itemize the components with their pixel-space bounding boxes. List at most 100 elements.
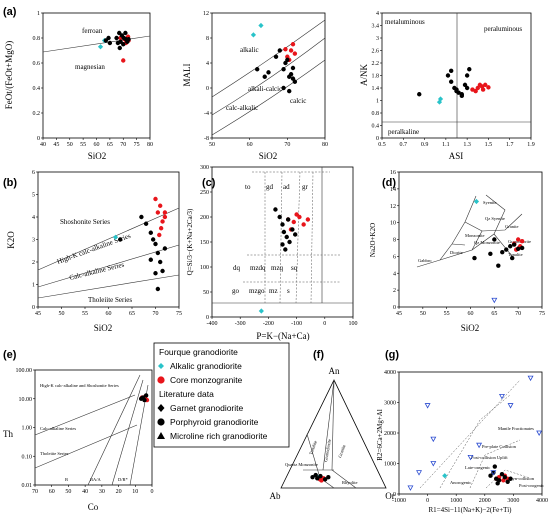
field-label-tonalite: Tonalite — [508, 252, 523, 257]
field-label-e-calc-alkaline: Calc-alkaline Series — [40, 426, 76, 431]
g-data-point — [508, 476, 513, 481]
y-tick-label: 14 — [390, 187, 396, 193]
a3-data-point — [475, 85, 480, 91]
a3-points — [417, 67, 491, 105]
c-data-point — [283, 247, 288, 252]
legend-item-porphyroid: Porphyroid granodiorite — [170, 417, 259, 427]
g-x-axis-label: R1=4Si−11(Na+K)−2(Fe+Ti) — [428, 506, 512, 514]
field-label-calcic: calcic — [290, 97, 306, 105]
b-data-point — [162, 246, 168, 251]
d-data-point — [473, 198, 480, 205]
d-data-point — [519, 245, 525, 251]
a1-y-axis-label: FeOt/(FeOt+MgO) — [4, 41, 14, 110]
y-tick-label: 3 — [376, 36, 379, 42]
field-label-ba-a: BA/A — [90, 477, 102, 482]
field-label-anorogenic: Anorogenic — [450, 480, 471, 485]
chart-c-debon: to gd ad gr dq mzdq mzq sq go mzgo mz s … — [186, 166, 354, 341]
y-tick-label: 4000 — [384, 370, 396, 376]
d-data-point — [491, 297, 498, 304]
field-label-ad: ad — [283, 183, 290, 191]
x-tick-label: 65 — [491, 311, 497, 317]
field-label-shoshonite: Shoshonite Series — [60, 218, 110, 226]
field-label-to: to — [245, 183, 251, 191]
y-tick-label: 1000 — [384, 462, 396, 468]
d-data-point — [515, 237, 521, 242]
y-tick-label: 8 — [206, 36, 209, 42]
x-tick-label: 1.9 — [527, 142, 535, 148]
a2-data-point — [255, 67, 260, 72]
y-tick-label: 0.2 — [33, 111, 41, 117]
g-y-axis-label: R2=6Ca+2Mg+Al — [376, 409, 384, 461]
d-data-point — [496, 263, 501, 268]
legend-marker-alkalic — [158, 363, 164, 369]
field-label-post-orogenic: Post-orogenic — [519, 483, 544, 488]
field-label-f-tonalite: Tonalite — [308, 440, 318, 456]
y-tick-label: 0 — [206, 315, 209, 321]
y-tick-label: 3 — [32, 238, 35, 244]
y-tick-label: 0 — [393, 305, 396, 311]
b-data-point — [160, 219, 165, 224]
a3-y-axis-label: A/NK — [359, 64, 369, 86]
a2-x-axis-label: SiO2 — [259, 151, 278, 161]
b-data-point — [153, 271, 158, 276]
field-label-dq: dq — [233, 264, 241, 272]
x-tick-label: 50 — [209, 142, 215, 148]
x-tick-label: 1.3 — [463, 142, 471, 148]
d-data-point — [472, 255, 477, 261]
y-tick-label: 10 — [390, 221, 396, 227]
f-data-point — [310, 475, 315, 480]
g-data-point — [505, 479, 510, 484]
x-tick-label: 45 — [53, 142, 59, 148]
legend-header: Fourque granodiorite — [159, 347, 238, 357]
e-x-axis-label: Co — [88, 502, 99, 512]
b-data-point — [158, 259, 163, 265]
y-tick-label: 100.00 — [16, 368, 33, 374]
y-tick-label: 200 — [200, 215, 209, 221]
a3-data-point — [437, 96, 444, 102]
y-tick-label: 300 — [200, 165, 209, 171]
g-data-point — [407, 485, 414, 491]
x-tick-label: 70 — [32, 489, 38, 495]
field-label-gr: gr — [302, 183, 309, 191]
x-tick-label: 60 — [106, 311, 112, 317]
legend-marker-porphyroid — [157, 418, 165, 426]
c-data-point — [280, 222, 285, 227]
y-tick-label: -4 — [204, 111, 209, 117]
a2-data-point — [281, 67, 286, 72]
field-label-mzgo: mzgo — [249, 287, 265, 295]
y-tick-label: 0.6 — [33, 61, 41, 67]
y-tick-label: 0 — [376, 136, 379, 142]
c-points — [258, 207, 311, 314]
x-tick-label: 100 — [349, 321, 358, 327]
field-label-diorite: Diorite — [450, 250, 463, 255]
chart-e-th-co: High-K calc-alkaline and Shoshonite Seri… — [3, 369, 153, 512]
chart-f-an-ab-or: An Ab Or Quartz Monzonite Tonalite Grano… — [270, 366, 395, 501]
legend-lit-header: Literature data — [159, 389, 214, 399]
a2-data-point — [262, 74, 267, 79]
d-data-point — [504, 247, 509, 252]
chart-g-r1-r2: Mantle Fractionates Pre-plate Collision … — [376, 371, 544, 514]
d-data-point — [508, 244, 513, 249]
x-tick-label: 45 — [35, 311, 41, 317]
a2-data-point — [277, 48, 282, 53]
f-data-point — [315, 476, 320, 481]
b-data-point — [153, 241, 158, 247]
c-data-point — [285, 217, 291, 222]
x-tick-label: 70 — [120, 142, 126, 148]
x-tick-label: 20 — [116, 489, 122, 495]
g-data-point — [527, 375, 534, 382]
d-points — [472, 198, 525, 304]
d-data-point — [510, 255, 515, 261]
field-label-go: go — [232, 287, 240, 295]
a1-data-point — [106, 35, 111, 41]
vertex-label-an: An — [329, 366, 340, 376]
x-tick-label: 80 — [147, 142, 153, 148]
a3-data-point — [417, 92, 422, 97]
c-data-point — [290, 227, 295, 232]
a2-data-point — [292, 51, 298, 56]
y-tick-label: 250 — [200, 190, 209, 196]
x-tick-label: 1.7 — [506, 142, 514, 148]
a2-data-point — [258, 22, 264, 29]
y-tick-label: 1 — [37, 11, 40, 17]
y-tick-label: 2000 — [384, 431, 396, 437]
